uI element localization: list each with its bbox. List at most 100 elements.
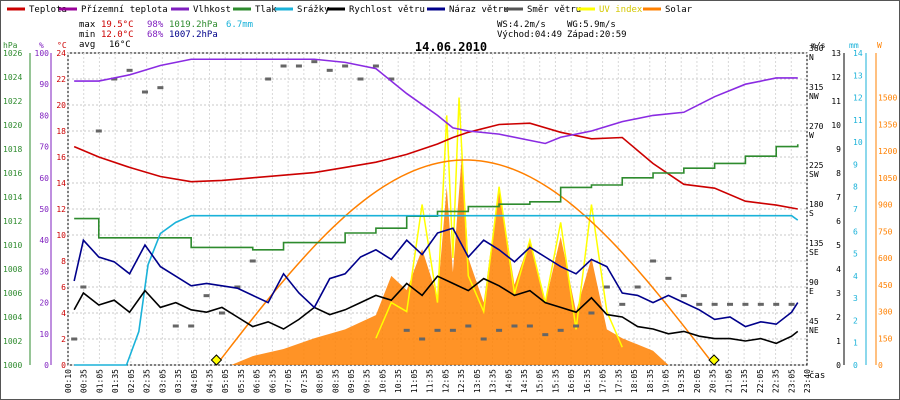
rain-tick: 8 [853,183,858,192]
x-tick-label: 22:05 [756,369,765,393]
pressure-tick: 1010 [3,241,22,250]
wind-direction-point [496,328,503,332]
temperature-tick: 20 [56,101,66,110]
wind-direction-point [311,60,318,64]
legend-label: Přízemní teplota [81,5,168,15]
stat-max-press: 1019.2hPa [169,20,218,30]
humidity-tick: 30 [39,267,49,276]
pressure-tick: 1000 [3,361,22,370]
solar-theory-curve [215,159,710,366]
pressure-tick: 1012 [3,217,22,226]
stat-sunrise: Východ:04:49 [497,30,562,40]
x-tick-label: 14:05 [504,369,513,393]
legend-label: Náraz větru [449,5,509,15]
x-tick-label: 23:05 [787,369,796,393]
wind-dir-tick: 360 [809,44,824,53]
x-tick-label: 03:35 [174,369,183,393]
wind-speed-tick: 1 [836,337,841,346]
x-tick-label: 18:35 [646,369,655,393]
x-tick-label: 22:35 [772,369,781,393]
x-tick-label: 20:05 [693,369,702,393]
rain-tick: 14 [853,49,863,58]
wind-dir-tick: 180 [809,200,824,209]
wind-direction-point [757,302,764,306]
series-teplota [73,122,798,210]
wind-direction-point [480,337,487,341]
solar-tick: 750 [878,227,893,236]
legend-label: Rychlost větru [349,5,425,15]
x-tick-label: 09:35 [363,369,372,393]
wind-direction-point [419,337,426,341]
wind-direction-point [665,276,672,280]
x-tick-label: 13:35 [489,369,498,393]
wind-direction-point [188,324,195,328]
temperature-tick: 24 [56,49,66,58]
x-tick-label: 15:05 [536,369,545,393]
legend-label: Srážky [297,5,330,15]
series-vlhkost [74,58,798,145]
pressure-tick: 1014 [3,193,22,202]
solar-tick: 300 [878,308,893,317]
solar-tick: 600 [878,254,893,263]
humidity-tick: 20 [39,299,49,308]
wind-direction-point [203,294,210,298]
pressure-tick: 1002 [3,337,22,346]
wind-dir-label: NW [809,92,819,101]
axis-unit-solar: W [877,41,882,50]
axis-unit-pressure: hPa [3,41,18,50]
humidity-tick: 0 [44,361,49,370]
wind-direction-point [449,328,456,332]
rain-tick: 3 [853,294,858,303]
solar-tick: 150 [878,334,893,343]
wind-direction-point [434,328,441,332]
humidity-tick: 40 [39,236,49,245]
wind-dir-label: N [809,53,814,62]
x-tick-label: 13:05 [473,369,482,393]
solar-tick: 1050 [878,174,897,183]
wind-direction-point [342,64,349,68]
x-tick-label: 11:05 [410,369,419,393]
x-tick-label: 11:35 [426,369,435,393]
rain-tick: 1 [853,339,858,348]
wind-direction-point [326,68,333,72]
wind-dir-tick: 225 [809,161,824,170]
wind-dir-tick: 135 [809,239,824,248]
rain-tick: 5 [853,250,858,259]
x-tick-label: 01:35 [111,369,120,393]
x-tick-label: 05:05 [221,369,230,393]
wind-dir-label: S [809,209,814,218]
x-tick-label: 07:35 [300,369,309,393]
wind-speed-tick: 7 [836,193,841,202]
x-tick-label: 05:35 [237,369,246,393]
x-tick-label: 12:35 [457,369,466,393]
wind-direction-point [218,311,225,315]
rain-tick: 6 [853,227,858,236]
humidity-tick: 50 [39,205,49,214]
temperature-tick: 12 [56,205,66,214]
pressure-tick: 1024 [3,73,22,82]
wind-speed-tick: 9 [836,145,841,154]
wind-direction-point [619,302,626,306]
x-tick-label: 01:05 [95,369,104,393]
stat-min-label: min [79,30,95,40]
x-tick-label: 06:35 [268,369,277,393]
pressure-tick: 1008 [3,265,22,274]
solar-tick: 0 [878,361,883,370]
pressure-tick: 1006 [3,289,22,298]
temperature-tick: 2 [61,335,66,344]
wind-direction-point [573,324,580,328]
wind-speed-tick: 3 [836,289,841,298]
temperature-tick: 6 [61,283,66,292]
pressure-tick: 1020 [3,121,22,130]
stat-max-temp: 19.5°C [101,20,134,30]
stat-min-temp: 12.0°C [101,30,134,40]
rain-tick: 7 [853,205,858,214]
temperature-tick: 4 [61,309,66,318]
wind-direction-point [172,324,179,328]
wind-speed-tick: 2 [836,313,841,322]
humidity-tick: 70 [39,143,49,152]
x-tick-label: 00:10 [64,369,73,393]
rain-tick: 0 [853,361,858,370]
